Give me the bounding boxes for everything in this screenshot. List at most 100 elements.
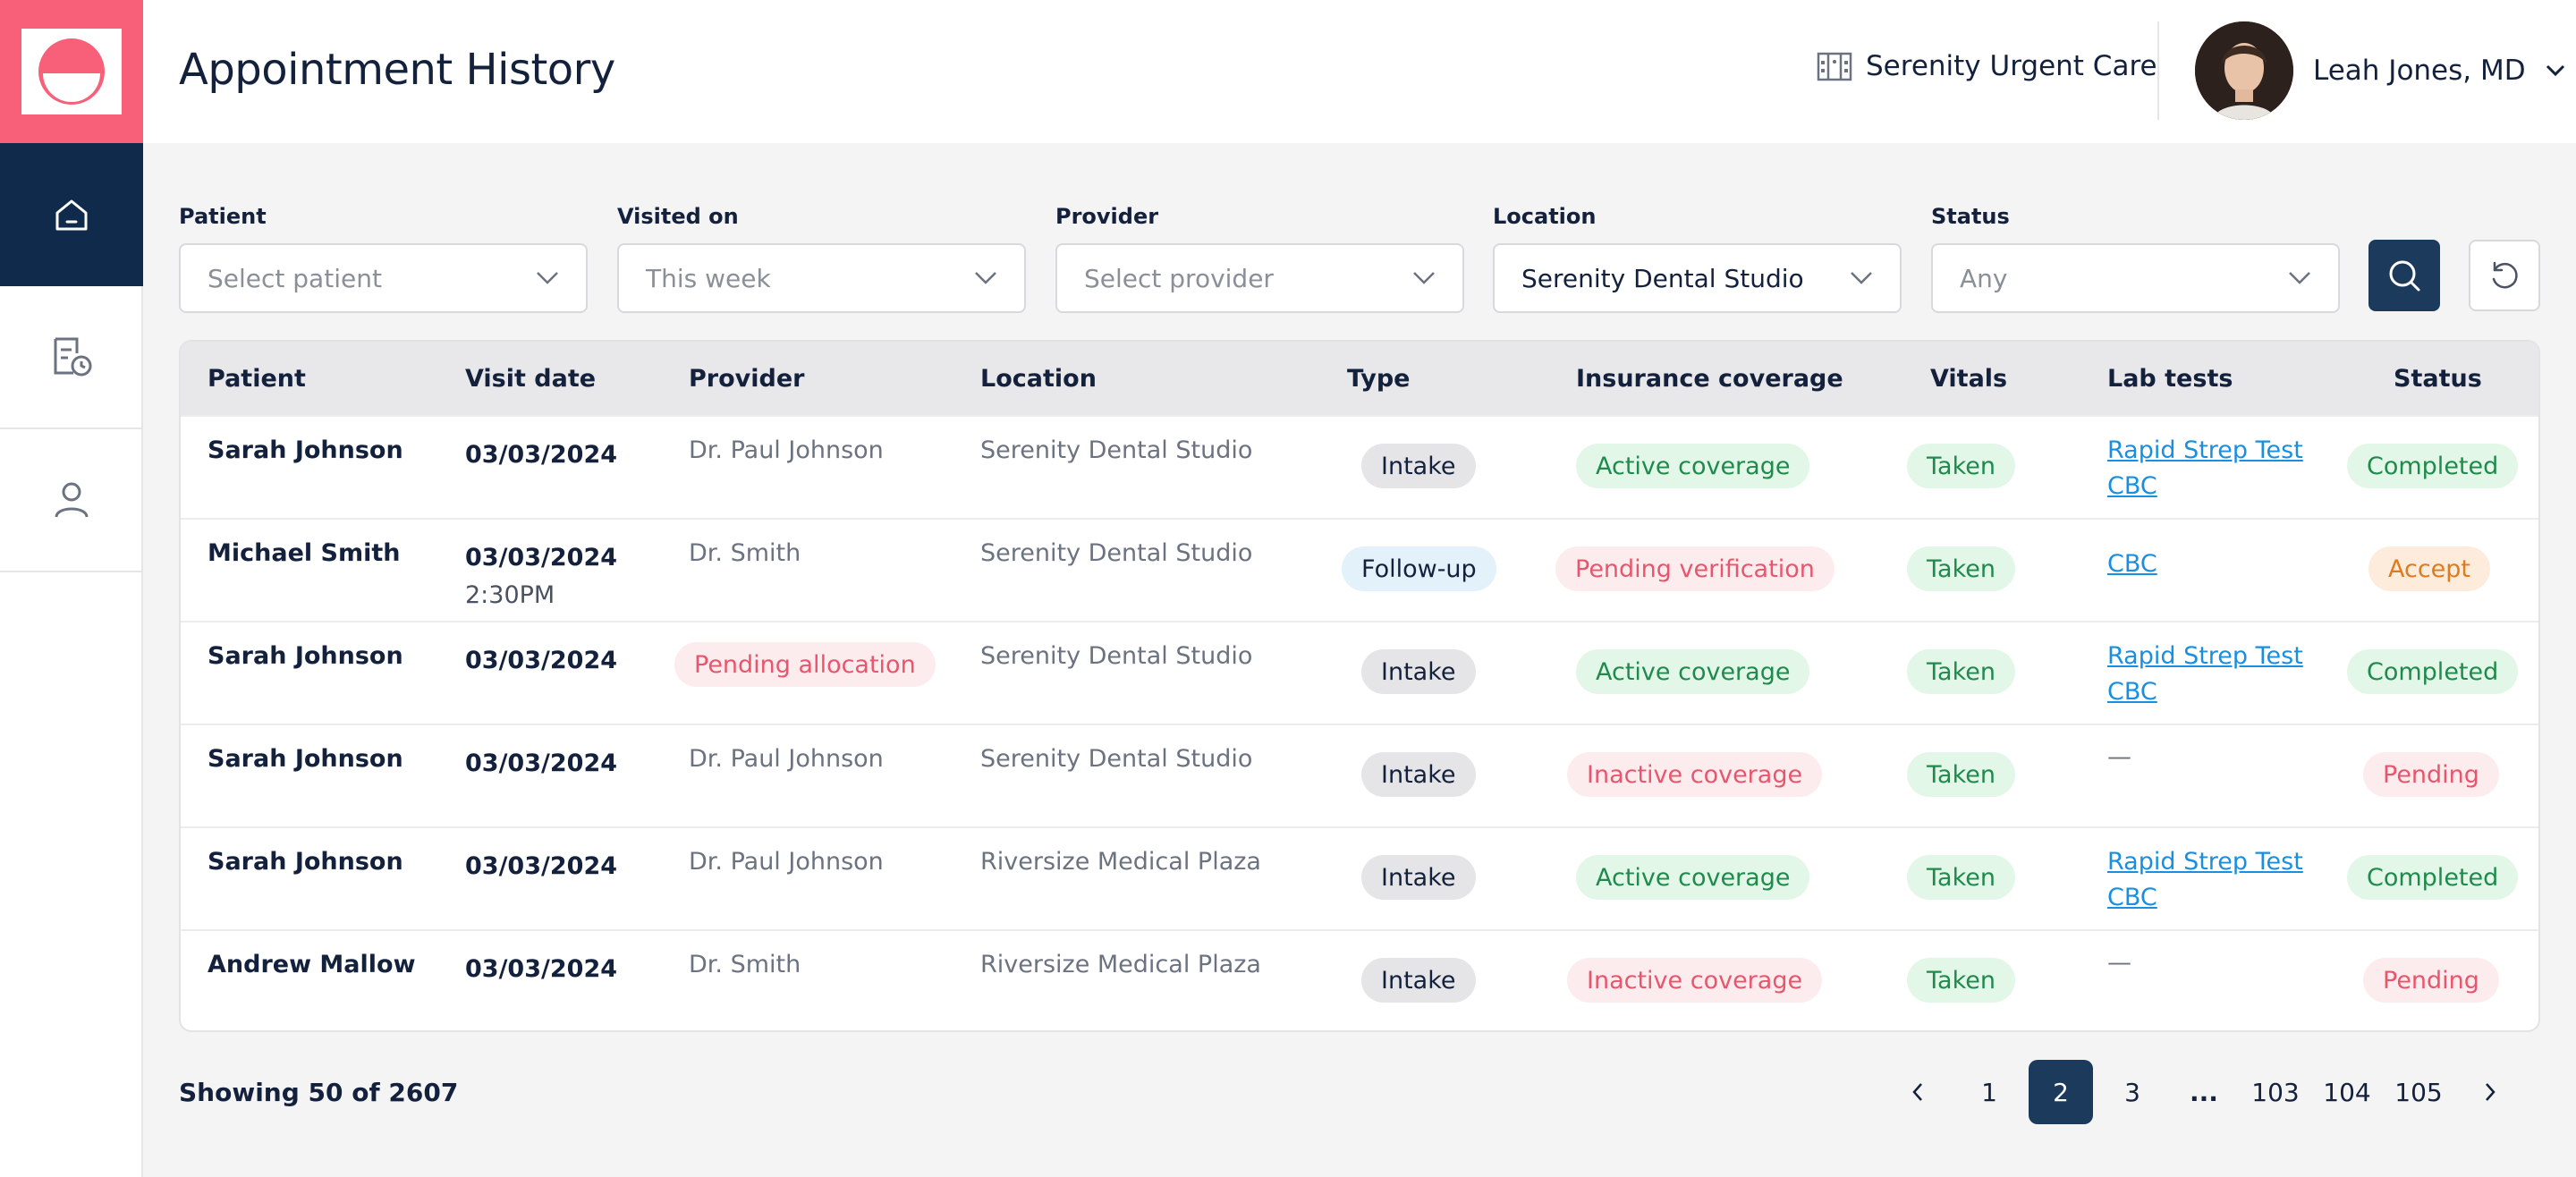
lab-test-link[interactable]: Rapid Strep Test xyxy=(2107,436,2303,464)
insurance-badge: Active coverage xyxy=(1576,444,1810,488)
lab-test-link[interactable]: CBC xyxy=(2107,884,2157,911)
col-provider[interactable]: Provider xyxy=(689,365,805,393)
patient-name[interactable]: Michael Smith xyxy=(208,539,401,567)
col-patient[interactable]: Patient xyxy=(208,365,306,393)
vitals-badge: Taken xyxy=(1907,444,2015,488)
location-filter: Location Serenity Dental Studio xyxy=(1493,204,1902,313)
visited-on-select[interactable]: This week xyxy=(617,243,1026,313)
patient-filter-label: Patient xyxy=(179,204,267,229)
lab-test-link[interactable]: Rapid Strep Test xyxy=(2107,848,2303,876)
lab-tests-empty: — xyxy=(2107,743,2131,771)
provider-select-placeholder: Select provider xyxy=(1084,263,1274,293)
lab-tests: Rapid Strep Test CBC xyxy=(2107,433,2303,504)
col-insurance[interactable]: Insurance coverage xyxy=(1576,365,1843,393)
status-badge[interactable]: Accept xyxy=(2368,546,2491,591)
location-filter-label: Location xyxy=(1493,204,1597,229)
col-status[interactable]: Status xyxy=(2394,365,2482,393)
status-filter-label: Status xyxy=(1931,204,2010,229)
provider-name: Dr. Paul Johnson xyxy=(689,848,884,876)
col-type[interactable]: Type xyxy=(1347,365,1411,393)
logo-smile-icon xyxy=(38,38,105,105)
type-badge: Follow-up xyxy=(1342,546,1496,591)
provider-select[interactable]: Select provider xyxy=(1055,243,1464,313)
location-name: Serenity Dental Studio xyxy=(980,745,1253,773)
lab-tests: Rapid Strep Test CBC xyxy=(2107,639,2303,710)
visit-date: 03/03/2024 xyxy=(465,647,618,674)
lab-test-link[interactable]: CBC xyxy=(2107,472,2157,500)
provider-name: Dr. Paul Johnson xyxy=(689,745,884,773)
patient-name[interactable]: Sarah Johnson xyxy=(208,436,403,464)
table-row[interactable]: Sarah Johnson 03/03/2024 Dr. Paul Johnso… xyxy=(181,724,2538,826)
user-icon xyxy=(55,482,89,518)
type-badge: Intake xyxy=(1361,958,1476,1003)
patient-name[interactable]: Sarah Johnson xyxy=(208,745,403,773)
clinic-selector[interactable]: Serenity Urgent Care xyxy=(1816,50,2157,82)
chevron-right-icon xyxy=(2486,1083,2496,1101)
sidebar-item-records[interactable] xyxy=(0,286,143,429)
lab-tests-empty: — xyxy=(2107,949,2131,977)
avatar-portrait-icon xyxy=(2195,21,2293,120)
insurance-badge: Active coverage xyxy=(1576,649,1810,694)
lab-test-link[interactable]: Rapid Strep Test xyxy=(2107,642,2303,670)
clinic-name: Serenity Urgent Care xyxy=(1866,50,2157,82)
patient-name[interactable]: Sarah Johnson xyxy=(208,642,403,670)
reset-filters-button[interactable] xyxy=(2469,240,2540,311)
patient-name[interactable]: Sarah Johnson xyxy=(208,848,403,876)
vitals-badge: Taken xyxy=(1907,752,2015,797)
page-button-current[interactable]: 2 xyxy=(2029,1060,2093,1124)
lab-tests: CBC xyxy=(2107,546,2157,582)
type-badge: Intake xyxy=(1361,855,1476,900)
table-row[interactable]: Sarah Johnson 03/03/2024 Dr. Paul Johnso… xyxy=(181,415,2538,518)
page-button[interactable]: 105 xyxy=(2394,1077,2443,1107)
status-select-placeholder: Any xyxy=(1960,263,2008,293)
chevron-down-icon xyxy=(2289,272,2310,284)
visit-time: 2:30PM xyxy=(465,581,555,609)
user-menu[interactable]: Leah Jones, MD xyxy=(2195,21,2565,120)
col-visit-date[interactable]: Visit date xyxy=(465,365,597,393)
visit-date: 03/03/2024 xyxy=(465,852,618,880)
brand-logo[interactable] xyxy=(0,0,143,143)
logo-mark xyxy=(21,29,122,114)
home-icon xyxy=(55,199,88,231)
col-vitals[interactable]: Vitals xyxy=(1930,365,2008,393)
table-row[interactable]: Andrew Mallow 03/03/2024 Dr. Smith River… xyxy=(181,929,2538,1030)
col-lab-tests[interactable]: Lab tests xyxy=(2107,365,2233,393)
patient-select[interactable]: Select patient xyxy=(179,243,588,313)
table-row[interactable]: Michael Smith 03/03/2024 2:30PM Dr. Smit… xyxy=(181,518,2538,621)
top-header: Appointment History Serenity Urgent Care xyxy=(143,0,2576,143)
page-button[interactable]: 1 xyxy=(1981,1077,1997,1107)
sidebar-item-profile[interactable] xyxy=(0,429,143,572)
status-select[interactable]: Any xyxy=(1931,243,2340,313)
sidebar-item-home[interactable] xyxy=(0,143,143,286)
vitals-badge: Taken xyxy=(1907,649,2015,694)
location-select[interactable]: Serenity Dental Studio xyxy=(1493,243,1902,313)
patient-select-placeholder: Select patient xyxy=(208,263,382,293)
vitals-badge: Taken xyxy=(1907,546,2015,591)
page-button[interactable]: 104 xyxy=(2323,1077,2371,1107)
insurance-badge: Inactive coverage xyxy=(1567,958,1823,1003)
page-button[interactable]: 103 xyxy=(2251,1077,2300,1107)
table-row[interactable]: Sarah Johnson 03/03/2024 Dr. Paul Johnso… xyxy=(181,826,2538,929)
table-row[interactable]: Sarah Johnson 03/03/2024 Pending allocat… xyxy=(181,621,2538,724)
status-badge: Completed xyxy=(2347,649,2519,694)
prev-page-button[interactable] xyxy=(1885,1060,1950,1124)
provider-name: Dr. Smith xyxy=(689,539,801,567)
sidebar xyxy=(0,0,143,1177)
chevron-down-icon xyxy=(1851,272,1872,284)
location-name: Serenity Dental Studio xyxy=(980,436,1253,464)
location-name: Riversize Medical Plaza xyxy=(980,848,1261,876)
lab-test-link[interactable]: CBC xyxy=(2107,678,2157,706)
type-badge: Intake xyxy=(1361,649,1476,694)
col-location[interactable]: Location xyxy=(980,365,1097,393)
location-name: Serenity Dental Studio xyxy=(980,539,1253,567)
search-button[interactable] xyxy=(2368,240,2440,311)
patient-name[interactable]: Andrew Mallow xyxy=(208,951,416,978)
provider-name: Dr. Paul Johnson xyxy=(689,436,884,464)
provider-pending-badge: Pending allocation xyxy=(674,642,936,687)
page-button[interactable]: 3 xyxy=(2124,1077,2140,1107)
next-page-button[interactable] xyxy=(2458,1060,2522,1124)
provider-filter: Provider Select provider xyxy=(1055,204,1464,313)
type-badge: Intake xyxy=(1361,752,1476,797)
lab-test-link[interactable]: CBC xyxy=(2107,550,2157,578)
visit-date: 03/03/2024 xyxy=(465,441,618,469)
